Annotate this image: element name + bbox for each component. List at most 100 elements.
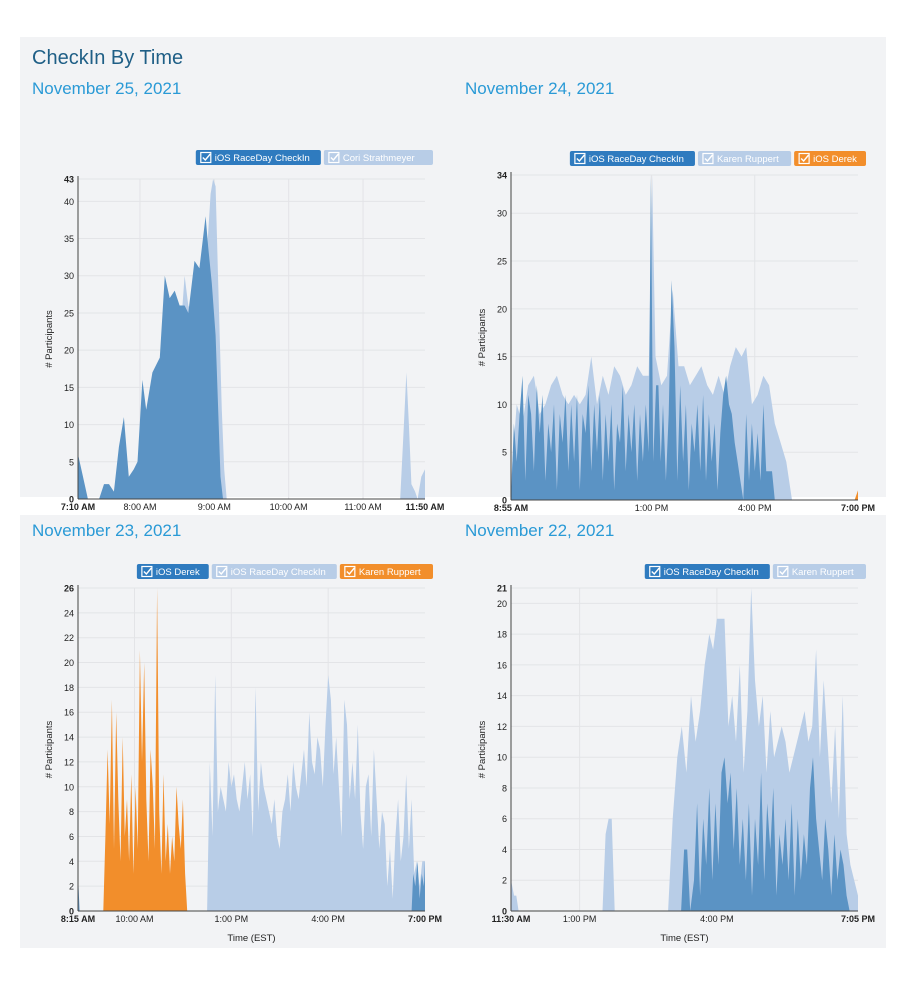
y-tick-label: 26 (64, 584, 74, 594)
chart-nov-25: November 25, 2021 0 5 10 15 20 25 30 35 40 43 7:10… (20, 79, 453, 534)
y-tick-label: 43 (64, 175, 74, 185)
legend-label: iOS Derek (813, 154, 857, 165)
y-tick-label: 10 (64, 420, 74, 430)
legend-swatch (323, 150, 433, 165)
x-tick-label: 8:55 AM (494, 503, 528, 513)
y-tick-label: 10 (64, 782, 74, 792)
x-tick-label: 11:30 AM (492, 914, 531, 924)
legend-swatch (339, 564, 433, 579)
legend-item: iOS RaceDay CheckIn (569, 151, 695, 166)
y-tick-label: 15 (497, 352, 507, 362)
chart-date: November 25, 2021 (32, 79, 182, 98)
y-tick-label: 24 (64, 608, 74, 618)
legend-item: Karen Ruppert (772, 564, 866, 579)
x-tick-label: 7:00 PM (841, 503, 875, 513)
y-tick-label: 40 (64, 197, 74, 207)
legend-swatch (569, 151, 695, 166)
legend-label: iOS RaceDay CheckIn (231, 567, 326, 578)
series-area (511, 757, 858, 911)
legend-swatch (211, 564, 337, 579)
chart-date: November 22, 2021 (465, 521, 615, 540)
y-tick-label: 25 (64, 308, 74, 318)
x-tick-label: 8:15 AM (61, 914, 95, 924)
y-tick-label: 5 (69, 457, 74, 467)
x-tick-label: 9:00 AM (198, 502, 231, 512)
y-tick-label: 8 (502, 783, 507, 793)
y-tick-label: 14 (497, 691, 507, 701)
x-tick-label: 10:00 AM (270, 502, 308, 512)
legend-swatch (644, 564, 770, 579)
x-tick-label: 8:00 AM (123, 502, 156, 512)
x-tick-label: 4:00 PM (311, 914, 345, 924)
y-tick-label: 25 (497, 257, 507, 267)
y-axis-label: # Participants (477, 720, 488, 778)
y-tick-label: 0 (502, 907, 507, 917)
legend-label: iOS RaceDay CheckIn (215, 153, 310, 164)
checkmark-icon (576, 154, 585, 163)
legend-checkbox-icon (777, 565, 789, 578)
y-tick-label: 14 (64, 733, 74, 743)
legend-swatch (697, 151, 792, 166)
x-tick-label: 1:00 PM (563, 914, 597, 924)
chart-svg: 0 2 4 6 8 10 12 14 16 18 20 21 11:30 AM 1:00 PM 4:00 P… (477, 564, 875, 944)
y-tick-label: 2 (69, 882, 74, 892)
y-tick-label: 15 (64, 383, 74, 393)
y-tick-label: 2 (502, 876, 507, 886)
y-tick-label: 10 (497, 753, 507, 763)
panel-top: CheckIn By Time November 25, 2021 0 5 10 15… (20, 37, 886, 535)
legend-checkbox-icon (200, 151, 212, 164)
x-tick-label: 7:05 PM (841, 914, 875, 924)
legend-label: Karen Ruppert (717, 154, 779, 165)
legend-checkbox-icon (344, 565, 356, 578)
legend-item: Cori Strathmeyer (323, 150, 433, 165)
y-axis-label: # Participants (44, 310, 55, 368)
checkmark-icon (218, 567, 227, 576)
legend-label: Karen Ruppert (359, 567, 421, 578)
legend-checkbox-icon (216, 565, 228, 578)
y-tick-label: 20 (64, 658, 74, 668)
legend-checkbox-icon (141, 565, 153, 578)
legend-label: iOS Derek (156, 567, 200, 578)
series-area (78, 588, 425, 911)
y-tick-label: 12 (64, 757, 74, 767)
x-tick-label: 4:00 PM (738, 503, 772, 513)
checkmark-icon (704, 154, 713, 163)
y-tick-label: 22 (64, 633, 74, 643)
y-tick-label: 5 (502, 448, 507, 458)
y-tick-label: 20 (64, 346, 74, 356)
y-tick-label: 34 (497, 171, 507, 181)
series-area (854, 490, 858, 500)
chart-svg: 0 5 10 15 20 25 30 35 40 43 7:10 AM 8:00 AM 9:00 AM 1… (44, 150, 444, 534)
x-axis-label: Time (EST) (227, 933, 275, 944)
series-area (78, 675, 425, 911)
legend-label: iOS RaceDay CheckIn (664, 567, 759, 578)
chart-nov-23: November 23, 2021 0 2 4 6 8 10 12 14 16 18 20 22 24 2… (20, 521, 453, 946)
x-tick-label: 4:00 PM (700, 914, 734, 924)
y-tick-label: 18 (64, 683, 74, 693)
chart-date: November 24, 2021 (465, 79, 615, 98)
y-tick-label: 10 (497, 400, 507, 410)
chart-svg: 0 5 10 15 20 25 30 34 8:55 AM 1:00 PM 4:00 PM 7:00 … (477, 151, 875, 535)
legend-checkbox-icon (328, 151, 340, 164)
x-axis-label: Time (EST) (660, 933, 708, 944)
checkmark-icon (202, 153, 211, 162)
legend-item: iOS RaceDay CheckIn (211, 564, 337, 579)
section-title: CheckIn By Time (32, 47, 184, 69)
legend-checkbox-icon (574, 152, 586, 165)
y-tick-label: 20 (497, 599, 507, 609)
y-tick-label: 16 (497, 660, 507, 670)
y-tick-label: 16 (64, 708, 74, 718)
legend-swatch (136, 564, 209, 579)
legend-item: iOS Derek (136, 564, 209, 579)
legend-label: Cori Strathmeyer (343, 153, 415, 164)
x-tick-label: 1:00 PM (635, 503, 669, 513)
legend-item: iOS Derek (794, 151, 866, 166)
checkmark-icon (779, 567, 788, 576)
y-tick-label: 4 (502, 845, 507, 855)
x-tick-label: 10:00 AM (115, 914, 153, 924)
checkmark-icon (143, 567, 152, 576)
chart-nov-24: November 24, 2021 0 5 10 15 20 25 30 34 8:55 AM 1… (453, 79, 886, 535)
series-area (78, 179, 425, 499)
legend-checkbox-icon (798, 152, 810, 165)
